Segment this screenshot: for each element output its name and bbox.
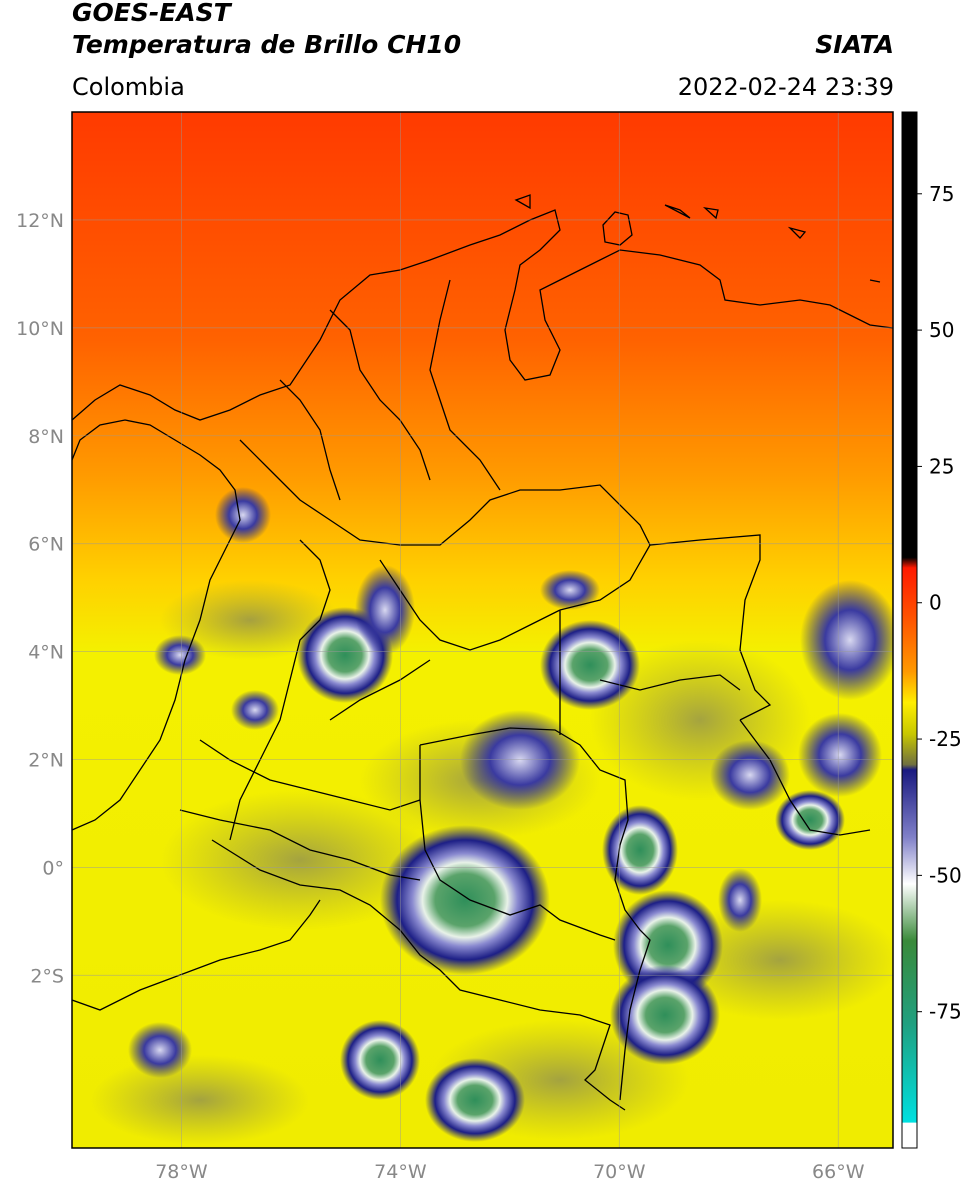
lon-tick-label: 70°W (593, 1161, 646, 1183)
lon-tick-label: 78°W (155, 1161, 208, 1183)
latitude-axis: 12°N 10°N 8°N 6°N 4°N 2°N 0° 2°S (16, 210, 64, 987)
lon-tick-label: 66°W (812, 1161, 865, 1183)
lat-tick-label: 6°N (28, 534, 64, 556)
lon-tick-label: 74°W (374, 1161, 427, 1183)
title-line1: GOES-EAST (72, 0, 231, 27)
colorbar-tick-label: -75 (929, 1000, 962, 1024)
longitude-axis: 78°W 74°W 70°W 66°W (155, 1161, 864, 1183)
map-frame (71, 111, 894, 1149)
source-label: SIATA (815, 30, 894, 59)
colorbar-tick-label: 25 (929, 454, 954, 478)
region-label: Colombia (72, 73, 185, 101)
lat-tick-label: 12°N (16, 210, 64, 232)
colorbar (901, 111, 918, 1149)
colorbar-tick-label: 75 (929, 182, 954, 206)
lat-tick-label: 8°N (28, 426, 64, 448)
lat-tick-label: 0° (42, 857, 64, 879)
datetime-label: 2022-02-24 23:39 (677, 73, 894, 101)
colorbar-ticks: 75 50 25 0 -25 -50 -75 (917, 182, 962, 1024)
gridlines (72, 112, 893, 1148)
coastlines-borders (72, 194, 893, 1111)
lat-tick-label: 2°N (28, 750, 64, 772)
lat-tick-label: 4°N (28, 642, 64, 664)
brightness-field (72, 112, 893, 1148)
colorbar-tick-label: -25 (929, 727, 962, 751)
title-line2: Temperatura de Brillo CH10 (72, 30, 462, 59)
lat-tick-label: 2°S (30, 965, 64, 987)
lat-tick-label: 10°N (16, 318, 64, 340)
colorbar-tick-label: 0 (929, 591, 942, 615)
colorbar-tick-label: 50 (929, 318, 954, 342)
colorbar-tick-label: -50 (929, 863, 962, 887)
